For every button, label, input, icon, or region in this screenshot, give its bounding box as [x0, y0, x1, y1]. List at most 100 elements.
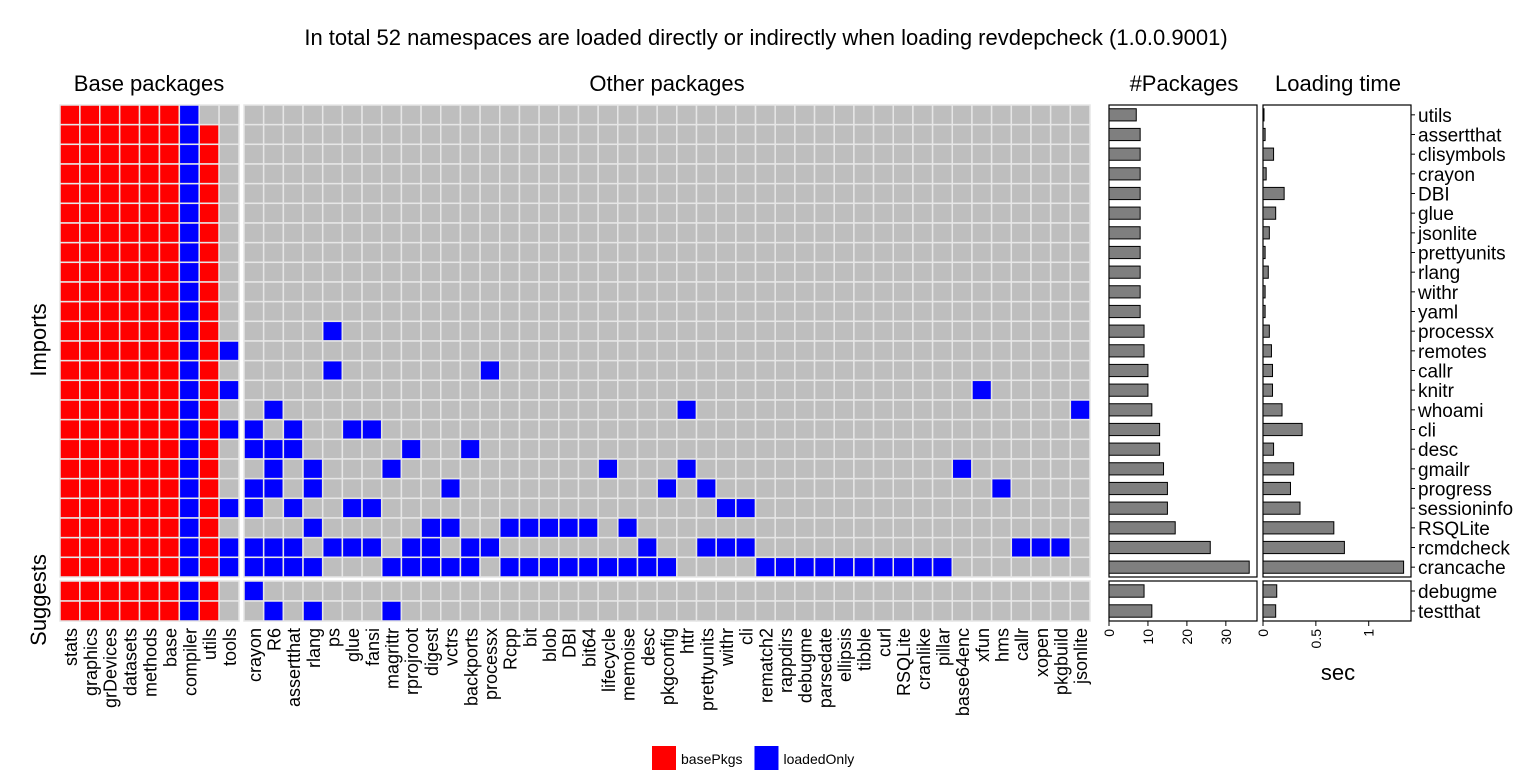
heatmap-tile [243, 300, 265, 323]
heatmap-tile [178, 261, 200, 283]
heatmap-tile [420, 458, 442, 480]
heatmap-tile [676, 517, 698, 539]
heatmap-tile [99, 458, 121, 480]
heatmap-tile [380, 104, 403, 126]
heatmap-tile [79, 458, 101, 480]
heatmap-tile [321, 202, 344, 224]
heatmap-tile [695, 359, 717, 382]
heatmap-tile [321, 497, 344, 519]
heatmap-tile [361, 517, 383, 539]
heatmap-tile [636, 458, 658, 480]
heatmap-tile [577, 281, 599, 303]
heatmap-tile [341, 536, 363, 559]
heatmap-tile [735, 379, 757, 401]
heatmap-tile [715, 104, 737, 126]
heatmap-tile [479, 123, 501, 146]
heatmap-tile [912, 281, 934, 303]
heatmap-tile [138, 143, 161, 165]
heatmap-tile [479, 536, 501, 559]
heatmap-tile [735, 359, 757, 382]
heatmap-tile [617, 477, 639, 500]
heatmap-tile [754, 580, 776, 602]
heatmap-tile [361, 281, 383, 303]
heatmap-tile [380, 536, 403, 559]
heatmap-tile [990, 281, 1013, 303]
heatmap-tile [158, 438, 181, 460]
heatmap-tile [79, 104, 101, 126]
heatmap-tile [853, 163, 875, 185]
loading-panel-bar [1262, 167, 1267, 181]
heatmap-tile [79, 379, 101, 401]
heatmap-tile [1030, 536, 1052, 559]
heatmap-tile [577, 580, 599, 602]
heatmap-tile [853, 458, 875, 480]
heatmap-tile [178, 143, 200, 165]
heatmap-tile [499, 182, 521, 205]
heatmap-tile [872, 399, 895, 421]
heatmap-tile [617, 182, 639, 205]
heatmap-tile [617, 556, 639, 578]
heatmap-tile [695, 477, 717, 500]
heatmap-tile [715, 536, 737, 559]
heatmap-tile [931, 458, 954, 480]
heatmap-tile [538, 438, 560, 460]
heatmap-tile [218, 497, 240, 519]
heatmap-tile [158, 182, 181, 205]
heatmap-tile [79, 580, 101, 602]
heatmap-tile [439, 104, 462, 126]
heatmap-tile [636, 399, 658, 421]
heatmap-tile [676, 143, 698, 165]
heatmap-tile [518, 399, 540, 421]
heatmap-tile [400, 438, 422, 460]
heatmap-tile [715, 418, 737, 441]
heatmap-tile [479, 222, 501, 244]
heatmap-tile [361, 418, 383, 441]
heatmap-tile [912, 379, 934, 401]
legend-label: loadedOnly [783, 751, 854, 767]
heatmap-tile [400, 143, 422, 165]
row-label: assertthat [1418, 126, 1502, 147]
heatmap-tile [262, 497, 285, 519]
heatmap-tile [558, 477, 580, 500]
heatmap-tile [853, 261, 875, 283]
heatmap-tile [1069, 182, 1091, 205]
heatmap-tile [558, 320, 580, 342]
heatmap-tile [931, 536, 954, 559]
packages-panel-bar [1108, 245, 1141, 260]
heatmap-tile [951, 359, 973, 382]
heatmap-tile [79, 281, 101, 303]
heatmap-tile [1010, 497, 1032, 519]
heatmap-tile [79, 418, 101, 441]
heatmap-tile [439, 320, 462, 342]
heatmap-tile [1010, 163, 1032, 185]
heatmap-tile [262, 458, 285, 480]
heatmap-tile [617, 300, 639, 323]
heatmap-tile [853, 123, 875, 146]
heatmap-tile [198, 222, 220, 244]
heatmap-tile [794, 241, 816, 264]
heatmap-tile [420, 340, 442, 362]
heatmap-tile [990, 340, 1013, 362]
heatmap-tile [695, 202, 717, 224]
heatmap-tile [735, 202, 757, 224]
heatmap-tile [558, 497, 580, 519]
heatmap-tile [178, 580, 200, 602]
column-label: compiler [180, 628, 200, 696]
heatmap-tile [931, 222, 954, 244]
heatmap-tile [499, 458, 521, 480]
heatmap-tile [872, 281, 895, 303]
heatmap-tile [774, 438, 796, 460]
heatmap-tile [990, 359, 1013, 382]
heatmap-tile [1010, 261, 1032, 283]
heatmap-tile [597, 202, 619, 224]
heatmap-tile [715, 458, 737, 480]
heatmap-tile [262, 143, 285, 165]
column-label: grDevices [101, 628, 121, 708]
column-label: cranlike [914, 628, 934, 690]
heatmap-tile [79, 143, 101, 165]
heatmap-tile [1069, 340, 1091, 362]
heatmap-tile [198, 163, 220, 185]
heatmap-tile [380, 379, 403, 401]
heatmap-tile [912, 202, 934, 224]
heatmap-tile [833, 438, 855, 460]
